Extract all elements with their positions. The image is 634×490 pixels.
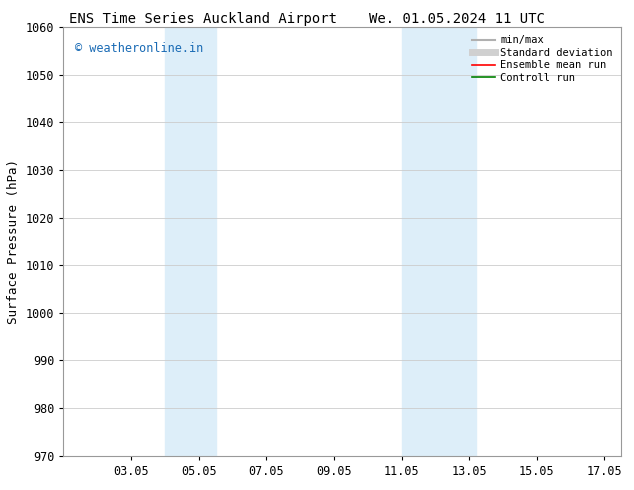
Bar: [165, 27, 216, 456]
Text: ENS Time Series Auckland Airport: ENS Time Series Auckland Airport: [69, 12, 337, 26]
Text: © weatheronline.in: © weatheronline.in: [75, 42, 203, 55]
Legend: min/max, Standard deviation, Ensemble mean run, Controll run: min/max, Standard deviation, Ensemble me…: [469, 32, 616, 86]
Bar: [401, 27, 476, 456]
Y-axis label: Surface Pressure (hPa): Surface Pressure (hPa): [8, 159, 20, 324]
Text: We. 01.05.2024 11 UTC: We. 01.05.2024 11 UTC: [368, 12, 545, 26]
